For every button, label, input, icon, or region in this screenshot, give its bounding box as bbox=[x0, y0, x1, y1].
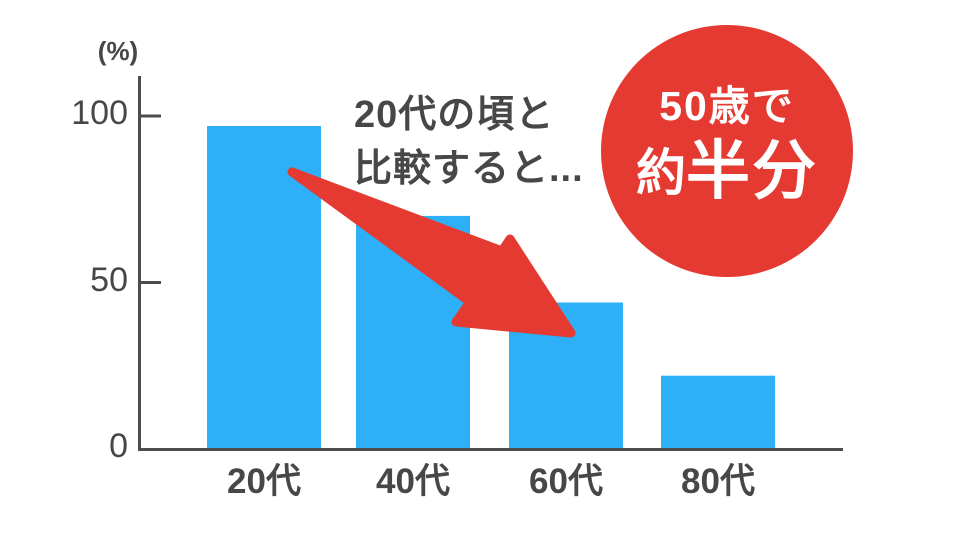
badge-half-text: 半分 bbox=[686, 135, 818, 207]
annotation-line-2: 比較すると... bbox=[354, 148, 584, 190]
comparison-annotation: 20代の頃と 比較すると... bbox=[354, 88, 584, 196]
x-category-label-40代: 40代 bbox=[376, 462, 450, 501]
badge-approx-text: 約 bbox=[636, 145, 686, 201]
y-axis-ticks bbox=[139, 114, 161, 284]
decline-arrow-icon bbox=[287, 167, 576, 338]
bar-80代 bbox=[661, 375, 775, 451]
x-category-label-80代: 80代 bbox=[681, 462, 755, 501]
badge-line-2: 約半分 bbox=[636, 136, 818, 206]
y-axis-unit-label: (%) bbox=[97, 36, 139, 66]
y-tick-label-100: 100 bbox=[71, 94, 128, 132]
half-at-50-badge: 50歳で 約半分 bbox=[601, 25, 853, 277]
x-category-label-60代: 60代 bbox=[529, 462, 603, 501]
badge-line-1: 50歳で bbox=[659, 83, 795, 129]
y-tick-label-0: 0 bbox=[109, 427, 128, 465]
axis-lines bbox=[138, 76, 843, 451]
y-tick-label-50: 50 bbox=[90, 260, 128, 299]
annotation-line-1: 20代の頃と bbox=[354, 94, 555, 136]
x-category-label-20代: 20代 bbox=[227, 462, 301, 501]
